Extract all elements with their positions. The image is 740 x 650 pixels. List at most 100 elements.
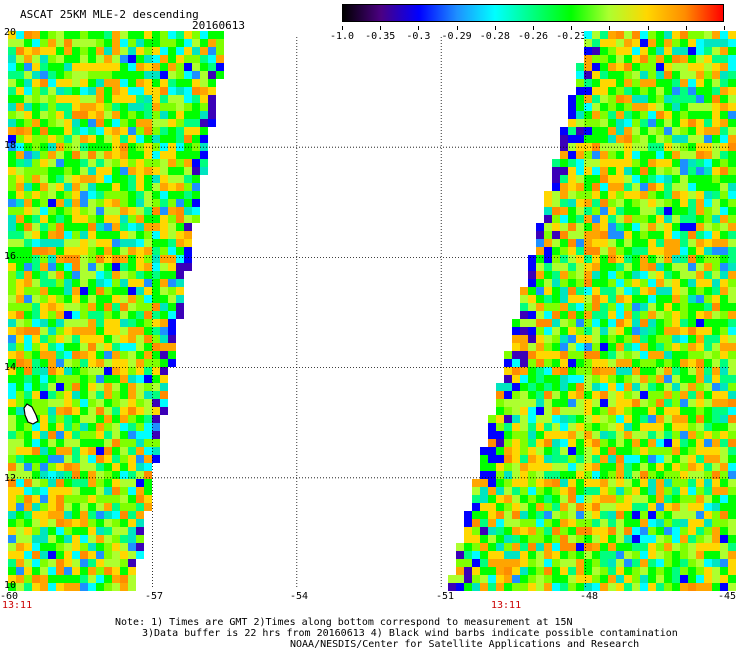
swath-cell [16, 343, 24, 351]
swath-cell [176, 87, 184, 95]
swath-cell [464, 583, 472, 591]
swath-cell [64, 327, 72, 335]
swath-cell [184, 95, 192, 103]
swath-cell [152, 223, 160, 231]
swath-cell [136, 311, 144, 319]
swath-cell [656, 503, 664, 511]
swath-cell [664, 359, 672, 367]
swath-cell [568, 407, 576, 415]
swath-cell [696, 215, 704, 223]
swath-cell [488, 447, 496, 455]
swath-cell [616, 415, 624, 423]
swath-cell [80, 223, 88, 231]
swath-cell [136, 95, 144, 103]
swath-cell [632, 63, 640, 71]
swath-cell [504, 559, 512, 567]
swath-cell [640, 319, 648, 327]
swath-cell [120, 535, 128, 543]
swath-cell [528, 463, 536, 471]
swath-cell [168, 311, 176, 319]
swath-cell [696, 63, 704, 71]
swath-cell [40, 263, 48, 271]
swath-cell [160, 255, 168, 263]
swath-cell [192, 63, 200, 71]
swath-cell [152, 55, 160, 63]
swath-cell [80, 439, 88, 447]
time-label-east: 13:11 [491, 600, 522, 611]
swath-cell [40, 551, 48, 559]
swath-cell [152, 383, 160, 391]
swath-cell [152, 295, 160, 303]
swath-cell [504, 535, 512, 543]
swath-cell [72, 527, 80, 535]
swath-cell [160, 95, 168, 103]
swath-cell [584, 383, 592, 391]
swath-cell [168, 319, 176, 327]
swath-cell [600, 103, 608, 111]
swath-cell [128, 231, 136, 239]
swath-cell [728, 519, 736, 527]
swath-cell [200, 135, 208, 143]
swath-cell [680, 167, 688, 175]
swath-cell [696, 151, 704, 159]
swath-cell [696, 159, 704, 167]
swath-cell [600, 159, 608, 167]
swath-cell [720, 327, 728, 335]
lon-label-51: -51 [436, 591, 455, 602]
swath-cell [144, 431, 152, 439]
swath-cell [536, 263, 544, 271]
swath-cell [184, 199, 192, 207]
swath-cell [624, 79, 632, 87]
swath-cell [144, 351, 152, 359]
swath-cell [664, 559, 672, 567]
swath-cell [104, 335, 112, 343]
swath-cell [16, 415, 24, 423]
swath-cell [600, 39, 608, 47]
swath-cell [704, 495, 712, 503]
swath-cell [664, 239, 672, 247]
swath-cell [512, 343, 520, 351]
swath-cell [632, 159, 640, 167]
swath-cell [728, 375, 736, 383]
swath-cell [600, 407, 608, 415]
swath-cell [40, 575, 48, 583]
swath-cell [200, 55, 208, 63]
swath-cell [112, 295, 120, 303]
swath-cell [688, 407, 696, 415]
swath-cell [32, 439, 40, 447]
swath-cell [656, 463, 664, 471]
swath-cell [168, 351, 176, 359]
swath-cell [16, 167, 24, 175]
swath-cell [120, 447, 128, 455]
swath-cell [720, 471, 728, 479]
swath-cell [616, 87, 624, 95]
swath-cell [120, 551, 128, 559]
swath-cell [640, 119, 648, 127]
swath-cell [64, 479, 72, 487]
swath-cell [624, 447, 632, 455]
swath-cell [712, 335, 720, 343]
swath-cell [96, 527, 104, 535]
swath-cell [648, 543, 656, 551]
swath-cell [128, 415, 136, 423]
swath-cell [48, 79, 56, 87]
swath-cell [704, 479, 712, 487]
swath-cell [56, 567, 64, 575]
swath-cell [552, 255, 560, 263]
swath-cell [608, 551, 616, 559]
swath-cell [552, 407, 560, 415]
swath-cell [624, 303, 632, 311]
swath-cell [536, 415, 544, 423]
swath-cell [488, 415, 496, 423]
swath-cell [600, 495, 608, 503]
swath-cell [656, 295, 664, 303]
swath-cell [680, 567, 688, 575]
swath-cell [88, 535, 96, 543]
swath-cell [88, 431, 96, 439]
swath-cell [584, 551, 592, 559]
swath-cell [632, 519, 640, 527]
swath-cell [632, 463, 640, 471]
swath-cell [32, 119, 40, 127]
swath-cell [584, 247, 592, 255]
swath-cell [160, 271, 168, 279]
